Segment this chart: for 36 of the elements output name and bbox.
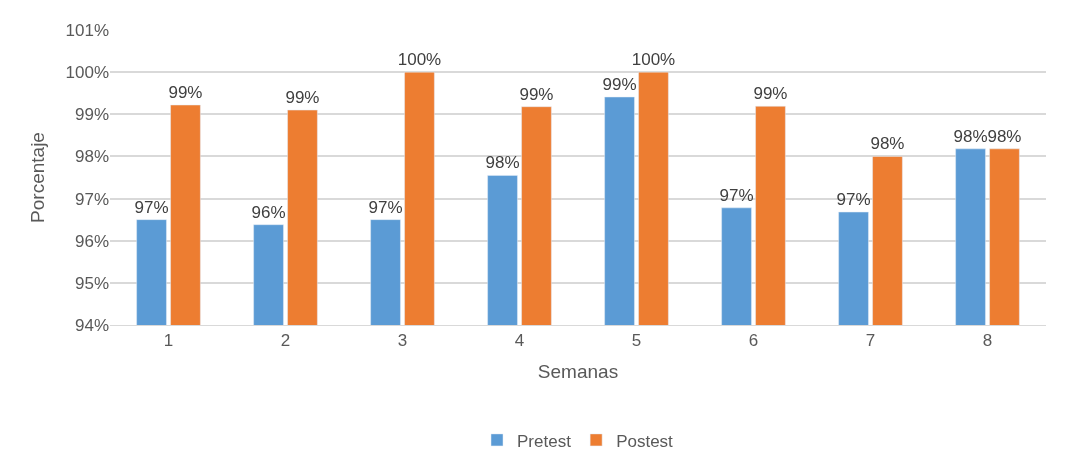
- data-label: 99%: [753, 84, 788, 104]
- x-tick-label: 4: [514, 331, 525, 351]
- y-tick-label: 98%: [74, 147, 109, 167]
- data-label: 100%: [397, 50, 442, 70]
- data-label: 96%: [251, 202, 286, 222]
- x-tick-label: 3: [397, 331, 408, 351]
- data-label: 99%: [285, 88, 320, 108]
- y-tick-label: 95%: [74, 273, 109, 293]
- data-label: 97%: [134, 197, 169, 217]
- x-tick-label: 5: [631, 331, 642, 351]
- legend-label: Pretest: [517, 431, 572, 451]
- data-label: 97%: [368, 197, 403, 217]
- x-tick-label: 6: [748, 331, 759, 351]
- y-axis-title: Porcentaje: [27, 132, 49, 223]
- x-axis-title: Semanas: [537, 361, 619, 383]
- data-label: 97%: [836, 190, 871, 210]
- y-tick-label: 99%: [74, 105, 109, 125]
- data-label: 98%: [870, 134, 905, 154]
- y-tick-label: 96%: [74, 231, 109, 251]
- data-label: 99%: [519, 84, 554, 104]
- x-tick-label: 8: [982, 331, 993, 351]
- y-tick-label: 101%: [65, 20, 109, 40]
- data-label: 100%: [631, 50, 676, 70]
- y-tick-label: 97%: [74, 189, 109, 209]
- data-label: 98%: [987, 126, 1022, 146]
- x-tick-label: 2: [280, 331, 291, 351]
- data-label: 99%: [602, 75, 637, 95]
- data-label: 99%: [168, 83, 203, 103]
- data-label: 98%: [953, 126, 988, 146]
- x-tick-label: 7: [865, 331, 876, 351]
- legend-label: Postest: [616, 431, 674, 451]
- data-label: 98%: [485, 153, 520, 173]
- x-tick-label: 1: [163, 331, 174, 351]
- data-label: 97%: [719, 185, 754, 205]
- y-tick-label: 100%: [65, 63, 109, 83]
- y-tick-label: 94%: [74, 315, 109, 335]
